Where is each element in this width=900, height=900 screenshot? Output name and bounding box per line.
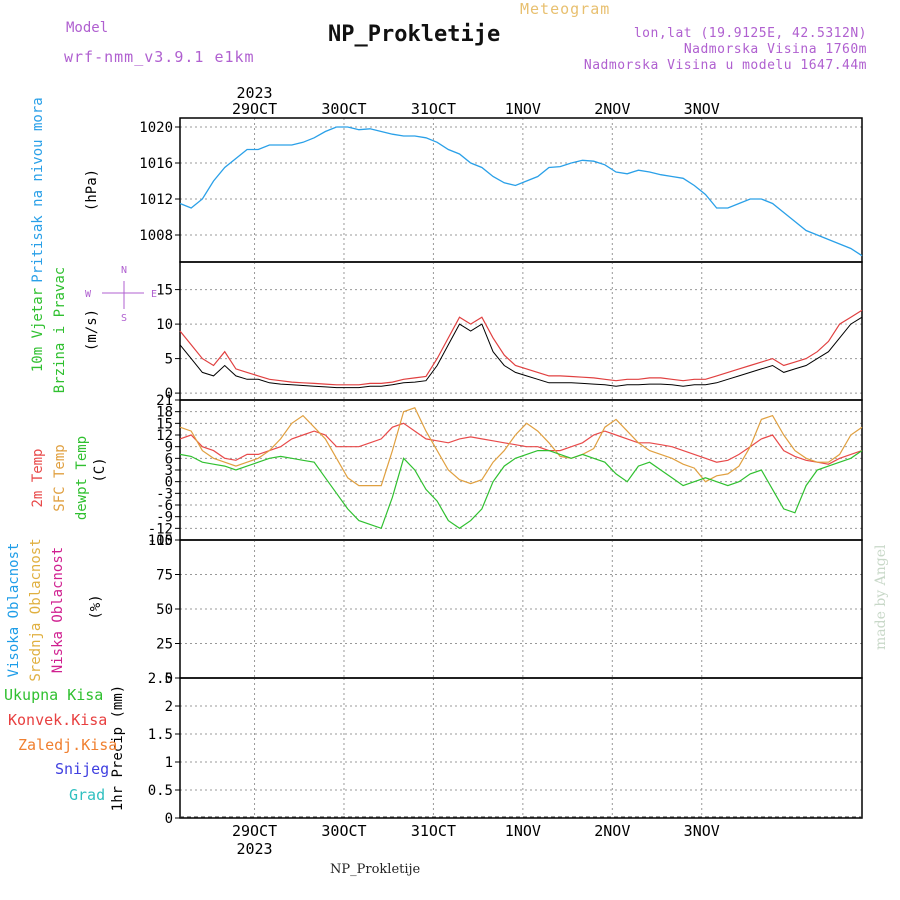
y-tick-label: 5 [165,352,173,368]
y-tick-label: 15 [156,416,173,432]
y-tick-label: 100 [148,533,173,549]
wind-panel: 0 5 10 15 [156,261,863,402]
y-tick-label: 1 [165,755,173,771]
day-label-bottom: 1NOV [505,822,541,840]
y-tick-label: 1.5 [148,727,173,743]
cloud-mid-label: Srednja Oblacnost [28,538,44,681]
day-label-bottom: 29OCT [232,822,277,840]
precip-legend-1: Konvek.Kisa [8,711,107,729]
y-tick-label: 18 [156,405,173,421]
elevation-label: Nadmorska Visina 1760m [683,42,867,57]
wind-gust-line [179,309,863,386]
temp-2m-line [179,422,863,465]
compass-west: W [85,289,92,300]
temp-2m-label: 2m Temp [30,448,46,507]
panel-frame [179,261,863,401]
y-tick-label: 0 [165,386,173,402]
precip-unit-label: 1hr Precip (mm) [110,685,126,811]
cloud-unit-label: (%) [88,594,104,619]
y-tick-label: 12 [156,428,173,444]
panel-frame [179,117,863,263]
y-tick-label: 1016 [139,156,173,172]
year-label-bottom: 2023 [236,840,272,858]
day-label-top: 2NOV [594,100,630,118]
panel-labels: Pritisak na nivou mora (hPa) 10m Vjetar Brz… [4,97,157,811]
pressure-panel: 1008 1012 1016 1020 [139,117,863,263]
temp-sfc-label: SFC Temp [52,444,68,511]
y-tick-label: -6 [156,498,173,514]
y-tick-label: 75 [156,568,173,584]
pressure-unit-label: (hPa) [84,169,100,211]
precip-legend-3: Snijeg [55,760,109,778]
y-tick-label: 3 [165,463,173,479]
cloud-high-label: Visoka Oblacnost [6,543,22,678]
pressure-axis-label: Pritisak na nivou mora [30,97,46,282]
compass-north: N [121,265,127,276]
y-tick-label: 0 [165,671,173,687]
time-axis: 2023202329OCT29OCT30OCT30OCT31OCT31OCT1N… [232,84,720,858]
year-label-top: 2023 [236,84,272,102]
model-elevation-label: Nadmorska Visina u modelu 1647.44m [583,58,867,73]
cloud-panel: 0 25 50 75 100 [148,533,863,687]
y-tick-label: 10 [156,317,173,333]
day-label-bottom: 30OCT [321,822,366,840]
day-label-top: 31OCT [411,100,456,118]
day-label-top: 3NOV [684,100,720,118]
temp-unit-label: (C) [92,457,108,482]
y-tick-label: -3 [156,486,173,502]
day-label-bottom: 3NOV [684,822,720,840]
y-tick-label: 6 [165,451,173,467]
precip-legend-2: Zaledj.Kisa [18,736,117,754]
day-label-bottom: 31OCT [411,822,456,840]
y-tick-label: 1008 [139,228,173,244]
y-tick-label: 0 [165,811,173,827]
lonlat-label: lon,lat (19.9125E, 42.5312N) [633,26,867,41]
wind-unit-label: (m/s) [84,309,100,351]
compass-south: S [121,313,127,324]
cloud-low-label: Niska Oblacnost [50,547,66,673]
wind-axis-label-1: 10m Vjetar [30,288,46,372]
y-tick-label: 0 [165,475,173,491]
y-tick-label: -12 [148,521,173,537]
y-tick-label: 50 [156,602,173,618]
day-label-top: 29OCT [232,100,277,118]
compass-east: E [151,289,157,300]
model-name: wrf-nmm_v3.9.1 e1km [64,48,255,66]
y-tick-label: -9 [156,510,173,526]
precip-legend-4: Grad [69,786,105,804]
y-tick-label: 2 [165,699,173,715]
day-label-top: 30OCT [321,100,366,118]
panel-frame [179,677,863,819]
y-tick-label: 0.5 [148,783,173,799]
pressure-line [179,126,863,257]
y-tick-label: 1012 [139,192,173,208]
wind-speed-line [179,316,863,389]
station-title: NP_Prokletije [328,22,501,47]
footer-station: NP_Prokletije [330,862,421,877]
y-tick-label: 25 [156,637,173,653]
y-tick-label: 9 [165,440,173,456]
model-label: Model [66,20,109,36]
y-tick-label: 2.5 [148,671,173,687]
precip-panel: 0 0.5 1 1.5 2 2.5 [148,671,863,827]
wind-axis-label-2: Brzina i Pravac [52,267,68,393]
temp-dewpt-label: dewpt Temp [74,436,90,520]
y-tick-label: 15 [156,283,173,299]
precip-legend-0: Ukupna Kisa [4,686,103,704]
y-tick-label: 1020 [139,120,173,136]
day-label-top: 1NOV [505,100,541,118]
y-tick-label: 21 [156,393,173,409]
meteogram-label: Meteogram [520,0,611,18]
day-label-bottom: 2NOV [594,822,630,840]
temp-dewpt-line [179,450,863,530]
temp-sfc-line [179,407,863,487]
y-tick-label: -15 [148,533,173,549]
